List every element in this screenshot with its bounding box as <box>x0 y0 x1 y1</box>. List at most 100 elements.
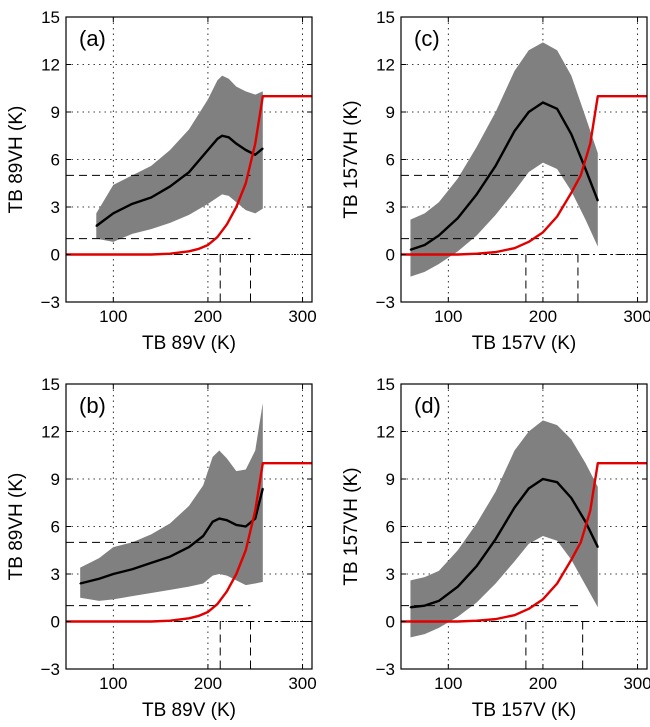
y-tick-label: 12 <box>376 56 395 75</box>
y-tick-label: 15 <box>41 375 60 394</box>
mean-point <box>169 185 171 188</box>
x-tick-label: 300 <box>288 307 316 326</box>
mean-point <box>584 168 587 170</box>
y-tick-label: 3 <box>386 565 395 584</box>
y-tick-label: 3 <box>386 198 395 217</box>
mean-point <box>423 244 426 246</box>
plot-area <box>66 384 312 669</box>
spread-band <box>80 403 263 601</box>
x-tick-label: 100 <box>99 307 127 326</box>
mean-point <box>211 520 214 523</box>
mean-point <box>475 193 478 196</box>
y-axis-title: TB 157VH (K) <box>341 467 362 585</box>
mean-point <box>188 546 190 548</box>
x-tick-label: 100 <box>434 674 462 693</box>
mean-line <box>95 134 264 227</box>
y-axis-title: TB 89VH (K) <box>6 473 27 581</box>
panel-b: 100 200 300 −3 0 3 6 9 12 15 TB 89V (K) TB 89VH (K)… <box>6 375 317 721</box>
y-tick-label: 0 <box>386 613 395 632</box>
mean-point <box>438 234 440 237</box>
plot-area <box>66 17 312 302</box>
panel-label: (c) <box>414 26 440 51</box>
y-tick-label: 12 <box>41 56 60 75</box>
x-axis-title: TB 157V (K) <box>472 333 577 354</box>
mean-point <box>262 487 264 490</box>
mean-point <box>570 497 573 499</box>
mean-point <box>513 506 516 509</box>
y-tick-label: 12 <box>376 423 395 442</box>
mean-point <box>150 196 152 199</box>
y-tick-label: 9 <box>386 470 395 489</box>
mean-point <box>244 149 247 151</box>
y-tick-label: 6 <box>386 151 395 170</box>
x-tick-label: 300 <box>623 307 650 326</box>
y-tick-label: 15 <box>41 8 60 27</box>
y-tick-label: 9 <box>51 470 60 489</box>
y-tick-label: 15 <box>376 375 395 394</box>
plot-area <box>401 17 647 302</box>
x-tick-label: 200 <box>529 307 557 326</box>
panel-tag-bg <box>74 390 110 418</box>
y-tick-label: 0 <box>51 246 60 265</box>
threshold-curve <box>401 94 647 256</box>
x-tick-label: 300 <box>288 674 316 693</box>
mean-point <box>438 600 440 602</box>
x-axis-title: TB 157V (K) <box>472 700 577 721</box>
y-axis-title: TB 157VH (K) <box>341 100 362 218</box>
spread-band <box>96 75 263 242</box>
mean-point <box>262 147 264 150</box>
mean-point <box>95 225 98 227</box>
mean-point <box>188 171 190 173</box>
panel-label: (d) <box>414 393 441 418</box>
mean-point <box>556 108 558 110</box>
mean-point <box>79 582 81 585</box>
y-tick-label: −3 <box>376 660 395 679</box>
spread-band <box>410 42 598 277</box>
x-tick-label: 100 <box>434 307 462 326</box>
plot-area <box>401 384 647 669</box>
mean-point <box>227 136 230 139</box>
y-tick-label: −3 <box>376 293 395 312</box>
threshold-curve <box>66 461 312 623</box>
threshold-curve <box>401 461 647 623</box>
mean-point <box>112 573 115 575</box>
y-tick-label: 9 <box>51 103 60 122</box>
mean-point <box>202 535 204 537</box>
y-tick-label: 6 <box>51 518 60 537</box>
panel-label: (b) <box>79 393 106 418</box>
panel-tag-bg <box>74 23 110 51</box>
x-tick-label: 300 <box>623 674 650 693</box>
x-tick-label: 100 <box>99 674 127 693</box>
panel-label: (a) <box>79 26 106 51</box>
x-tick-label: 200 <box>194 674 222 693</box>
mean-point <box>456 217 459 219</box>
mean-point <box>112 212 115 215</box>
mean-point <box>244 525 247 528</box>
y-tick-label: 3 <box>51 198 60 217</box>
mean-point <box>423 604 426 607</box>
mean-point <box>131 203 134 205</box>
y-tick-label: 6 <box>386 518 395 537</box>
y-tick-label: 9 <box>386 103 395 122</box>
mean-point <box>409 248 412 251</box>
panel-tag-bg <box>409 23 445 51</box>
y-tick-label: 6 <box>51 151 60 170</box>
y-tick-label: 0 <box>51 613 60 632</box>
mean-point <box>556 481 558 483</box>
mean-point <box>542 101 544 104</box>
x-axis-title: TB 89V (K) <box>142 333 236 354</box>
mean-point <box>221 134 223 137</box>
mean-point <box>131 568 134 571</box>
mean-point <box>409 606 412 609</box>
mean-point <box>207 149 209 151</box>
y-tick-label: 3 <box>51 565 60 584</box>
mean-point <box>597 546 599 548</box>
mean-point <box>216 138 219 140</box>
mean-point <box>513 130 516 132</box>
threshold-curve <box>66 94 312 256</box>
mean-point <box>527 111 530 113</box>
y-tick-label: 15 <box>376 8 395 27</box>
y-axis-title: TB 89VH (K) <box>6 106 27 214</box>
mean-point <box>542 478 544 480</box>
